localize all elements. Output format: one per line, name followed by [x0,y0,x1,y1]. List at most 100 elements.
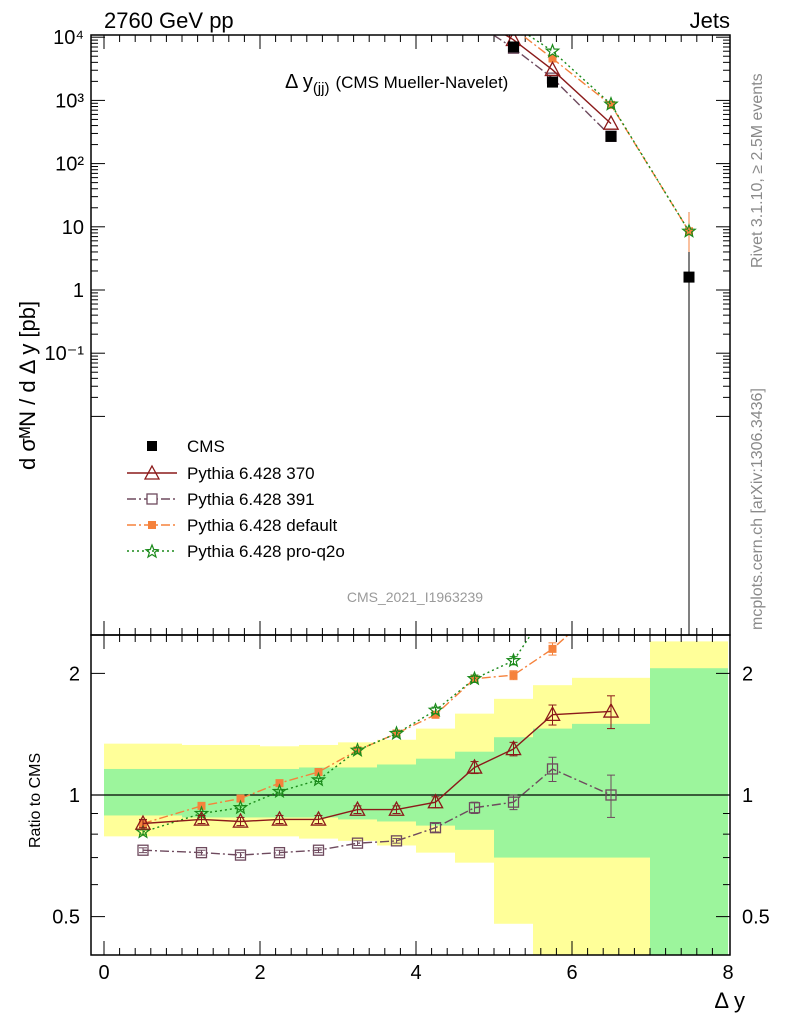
ratio-series-line [142,635,570,825]
ratio-series-point [548,644,557,653]
ratio-series-point [310,810,327,826]
ratio-series-line [142,768,612,856]
y-tick-label-ratio: 0.5 [52,907,80,929]
main-series-point [471,0,479,6]
y-tick-label-main: 10⁴ [53,27,84,49]
y-tick-label-main: 1 [73,280,84,302]
x-tick-label: 0 [98,962,109,984]
y-tick-label-main: 10 [62,217,84,239]
ratio-series-point [137,844,149,856]
ratio-series-point [232,812,249,828]
y-tick-label-ratio: 2 [69,663,80,685]
main-series-point [683,271,695,283]
axis-ticks: 10⁻¹11010²10³10⁴10⁵10⁶10⁷10⁸0.50.5112202… [45,27,770,984]
ratio-series-point [310,771,327,787]
band-green-bin [650,668,728,955]
ratio-series-point [135,823,151,839]
header-process: Jets [690,8,730,33]
main-series-point [544,60,561,77]
x-tick-label: 6 [566,962,577,984]
mcplots-text: mcplots.cern.ch [arXiv:1306.3436] [749,388,766,630]
ratio-series-line [142,710,612,825]
main-series-point [602,114,620,130]
ratio-series-point [312,844,325,856]
main-series-point [431,0,441,6]
band-green-bin [416,758,455,826]
ratio-series-point [234,849,247,861]
main-series-point [469,15,480,26]
ratio-series-point [605,789,617,801]
x-tick-label: 2 [254,962,265,984]
plot-title-sub: (jj) [313,80,330,97]
y-tick-label-main: 10² [55,154,84,176]
y-tick-label-ratio: 1 [69,785,80,807]
legend-370-marker [143,464,161,480]
ratio-series-point [195,846,208,859]
y-tick-label-ratio-right: 0.5 [742,907,770,929]
main-series-point [605,130,617,142]
band-green-bin [104,768,182,816]
legend-391-label: Pythia 6.428 391 [187,490,315,509]
legend-370-label: Pythia 6.428 370 [187,464,315,483]
legend-q2o-marker [144,543,160,559]
ratio-series-point [427,793,444,809]
y-tick-label-ratio-right: 2 [742,663,753,685]
main-series-point [507,19,519,31]
ratio-series [134,584,620,861]
ratio-series-point [271,810,288,826]
ratio-series-point [390,835,403,847]
plot-title-rest: (CMS Mueller-Navelet) [335,73,508,92]
main-series [428,0,697,635]
ratio-uncertainty-bands [104,641,728,955]
legend-default-marker [148,521,156,529]
y-axis-label-main: d σᴹN / d Δ y [pb] [15,301,40,470]
ratio-series-point [509,671,518,680]
ratio-panel-frame [90,634,731,956]
legend-cms-marker [147,441,157,451]
band-green-bin [533,728,572,858]
main-series-point [510,24,518,32]
ratio-series-point [193,810,210,826]
legend: CMS Pythia 6.428 370 Pythia 6.428 391 Py… [127,437,345,561]
ratio-series-point [349,800,366,816]
main-series-point [547,76,558,88]
main-series-point [681,223,697,238]
ratio-series-point [388,725,405,741]
main-series-point [468,0,480,7]
x-tick-label: 8 [722,962,733,984]
ratio-series-point [466,758,483,774]
ratio-series-point [507,796,520,808]
ratio-series-point [429,822,442,834]
analysis-watermark: CMS_2021_I1963239 [347,589,483,605]
ratio-series-point [466,670,483,686]
main-series-point [603,95,619,111]
legend-q2o-label: Pythia 6.428 pro-q2o [187,542,345,561]
y-axis-label-ratio: Ratio to CMS [27,753,44,848]
y-tick-label-main: 10³ [55,90,84,112]
ratio-series-point [605,584,617,596]
x-tick-label: 4 [410,962,421,984]
ratio-series-point [275,779,284,788]
y-tick-label-main: 10⁻¹ [45,343,85,365]
main-series-point [607,100,615,109]
x-axis-label: Δ y [714,988,745,1013]
ratio-series-point [351,837,364,849]
main-series-point [470,18,480,28]
ratio-series-point [546,596,558,608]
ratio-series-point [607,592,615,600]
ratio-series-point [134,814,152,830]
main-series-point [467,9,481,22]
main-series-point [544,42,561,58]
ratio-series-point [546,763,559,775]
ratio-series-point [388,800,405,816]
plot-title: Δ y(jj) (CMS Mueller-Navelet) [285,71,508,97]
ratio-series-point [468,802,481,814]
ratio-series-point [232,799,249,815]
rivet-version-text: Rivet 3.1.10, ≥ 2.5M events [749,73,766,268]
main-series-point [428,0,442,2]
legend-cms-label: CMS [187,437,225,456]
plot-title-main: Δ y [285,71,313,93]
ratio-series-point [431,710,440,719]
ratio-series-point [236,794,245,803]
